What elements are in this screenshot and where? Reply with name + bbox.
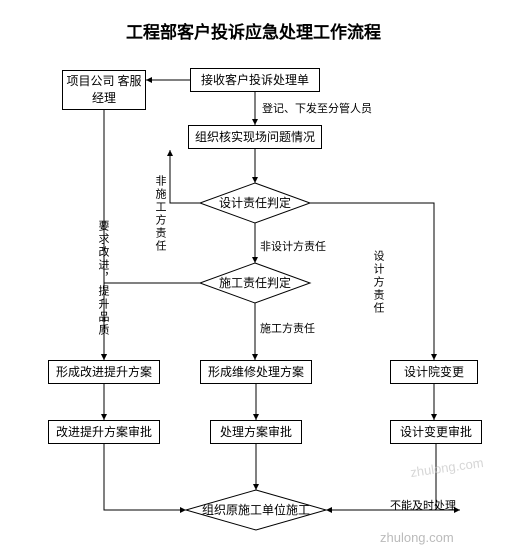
diamond-n5: 施工责任判定	[219, 275, 291, 290]
node-n7: 形成维修处理方案	[200, 360, 312, 384]
edge-label: 设计方责任	[370, 250, 386, 315]
watermark: zhulong.com	[380, 530, 454, 545]
node-n10: 处理方案审批	[210, 420, 302, 444]
diamond-n12: 组织原施工单位施工	[202, 502, 310, 517]
node-n11: 设计变更审批	[390, 420, 482, 444]
diamond-n4: 设计责任判定	[219, 195, 291, 210]
node-n8: 设计院变更	[390, 360, 478, 384]
node-n3: 组织核实现场问题情况	[188, 125, 322, 149]
edge-label: 登记、下发至分管人员	[262, 100, 372, 116]
node-n2: 接收客户投诉处理单	[190, 68, 320, 92]
edge-label: 施工方责任	[260, 320, 315, 336]
edge-label: 非施工方责任	[152, 175, 168, 253]
edge-label: 要求改进，提升品质	[95, 220, 111, 337]
edge-label: 不能及时处理	[390, 497, 456, 513]
node-n9: 改进提升方案审批	[48, 420, 160, 444]
node-n1: 项目公司 客服经理	[62, 70, 146, 110]
edge-label: 非设计方责任	[260, 238, 326, 254]
node-n6: 形成改进提升方案	[48, 360, 160, 384]
